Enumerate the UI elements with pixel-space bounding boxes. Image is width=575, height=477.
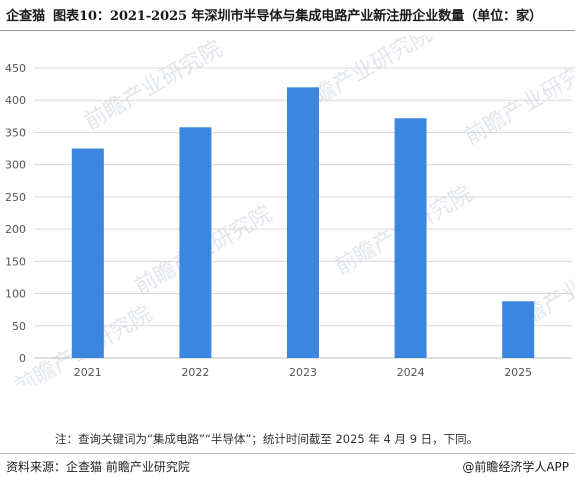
y-tick-label: 300 [5, 159, 26, 172]
y-tick-label: 350 [5, 126, 26, 139]
x-tick-label: 2023 [289, 366, 317, 379]
title-divider [0, 30, 575, 31]
y-tick-label: 450 [5, 62, 26, 75]
y-axis-ticks: 0 50 100 150 200 250 300 350 400 450 [5, 62, 26, 365]
watermark: 前瞻产业研究院 [461, 52, 575, 151]
x-tick-label: 2024 [397, 366, 425, 379]
x-tick-label: 2025 [504, 366, 532, 379]
bar-2024 [394, 118, 427, 359]
y-tick-label: 50 [12, 320, 26, 333]
y-tick-label: 200 [5, 223, 26, 236]
bar-chart: 前瞻产业研究院前瞻产业研究院前瞻产业研究院前瞻产业研究院前瞻产业研究院前瞻产业研… [5, 35, 575, 385]
x-tick-label: 2022 [181, 366, 209, 379]
y-tick-label: 0 [19, 352, 26, 365]
watermark: 前瞻产业研究院 [81, 37, 227, 136]
bar-2022 [179, 127, 212, 359]
source-text: 资料来源：企查猫 前瞻产业研究院 [6, 460, 190, 474]
brand-label: 企查猫 [6, 9, 45, 24]
bar-2023 [287, 87, 319, 359]
y-tick-label: 150 [5, 255, 26, 268]
bar-2025 [502, 301, 535, 358]
chart-title: 企查猫 图表10：2021-2025 年深圳市半导体与集成电路产业新注册企业数量（… [6, 5, 571, 24]
y-tick-label: 400 [5, 94, 26, 107]
bars [71, 87, 535, 359]
x-axis-ticks: 2021 2022 2023 2024 2025 [74, 366, 532, 379]
footnote: 注：查询关键词为“集成电路”“半导体”；统计时间截至 2025 年 4 月 9 … [55, 432, 479, 446]
credit-text: @前瞻经济学人APP [462, 460, 569, 474]
y-tick-label: 100 [5, 288, 26, 301]
bar-2021 [71, 148, 104, 358]
title-text: 图表10：2021-2025 年深圳市半导体与集成电路产业新注册企业数量（单位：… [52, 9, 543, 24]
y-tick-label: 250 [5, 191, 26, 204]
x-tick-label: 2021 [74, 366, 102, 379]
footer-divider [0, 453, 575, 454]
